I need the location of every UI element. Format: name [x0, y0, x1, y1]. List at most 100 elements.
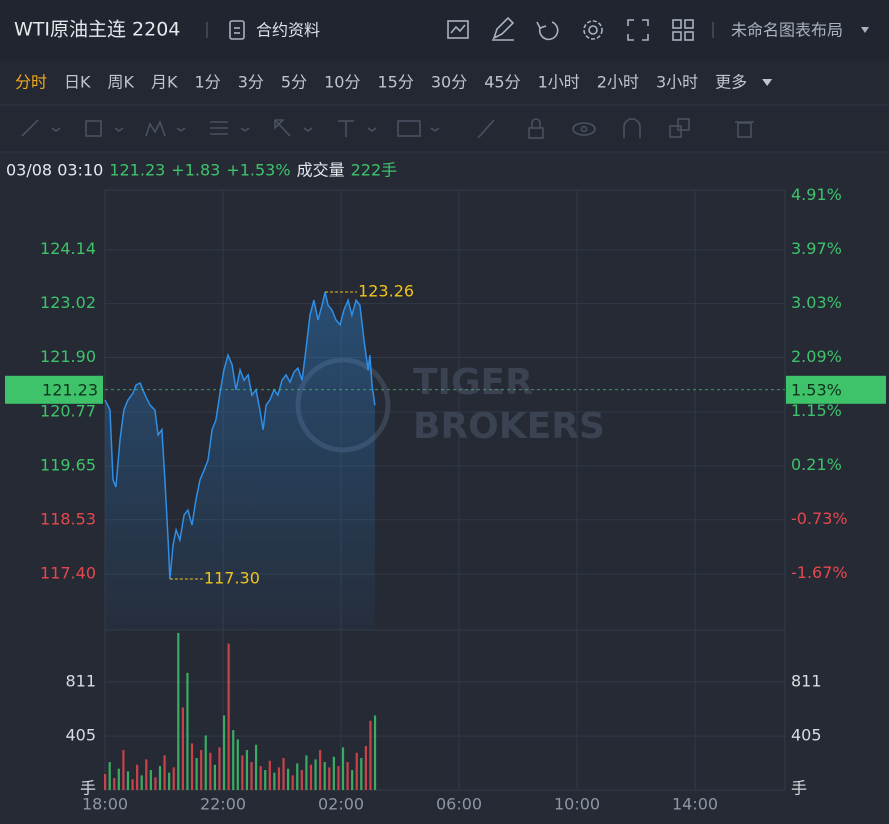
volume-bar [332, 756, 335, 790]
caret[interactable] [861, 27, 869, 33]
volume-tick-label: 405 [791, 726, 822, 745]
volume-bar [131, 779, 134, 790]
high-label: 123.26 [358, 282, 414, 301]
header-bar [0, 0, 889, 60]
volume-bar [309, 764, 313, 790]
volume-bar [264, 770, 267, 790]
volume-bar [122, 750, 125, 790]
volume-bar [136, 764, 139, 790]
volume-bar [369, 720, 372, 790]
info-change-pct: +1.53% [226, 161, 290, 180]
layout-name[interactable]: 未命名图表布局 [731, 21, 843, 40]
y2-tick-label: 3.97% [791, 239, 842, 258]
volume-bar [273, 772, 276, 790]
volume-bar [259, 766, 262, 790]
price-line [104, 291, 376, 580]
volume-bar [373, 715, 377, 790]
volume-bar [341, 747, 345, 790]
last-price-label: 121.23 [42, 380, 98, 399]
volume-bar [172, 767, 175, 790]
y-tick-label: 123.02 [40, 293, 96, 312]
x-tick-label: 18:00 [82, 795, 128, 814]
volume-bar [254, 744, 258, 790]
title: WTI原油主连 2204 [14, 19, 180, 41]
timeframe[interactable]: 10分 [324, 73, 360, 92]
timeframe[interactable]: 月K [151, 73, 178, 92]
timeframe[interactable]: 3分 [238, 73, 264, 92]
y-tick-label: 117.40 [40, 564, 96, 583]
tool-bar [0, 105, 889, 153]
volume-bar [149, 770, 152, 790]
timeframe-bar [0, 60, 889, 105]
x-tick-label: 14:00 [672, 795, 718, 814]
volume-bar [236, 739, 239, 790]
volume-bar [323, 762, 326, 790]
drawing-tools[interactable] [21, 118, 754, 139]
y2-tick-label: -1.67% [791, 563, 848, 582]
volume-unit: 手 [791, 779, 807, 798]
volume-tick-label: 405 [65, 726, 96, 745]
contract-info[interactable]: 合约资料 [256, 21, 320, 40]
volume-bar [158, 766, 162, 790]
volume-bar [181, 707, 184, 790]
volume-unit: 手 [80, 779, 96, 798]
timeframe[interactable]: 15分 [377, 73, 413, 92]
volume-bar [319, 750, 322, 790]
volume-tick-label: 811 [791, 672, 822, 691]
last-price-badge [5, 375, 103, 404]
volume-bar [250, 762, 253, 790]
volume-bar [113, 778, 116, 790]
volume-bar [104, 774, 107, 790]
volume-bar [154, 777, 157, 790]
last-pct-label: 1.53% [791, 380, 842, 399]
timeframes: 分时 日K 周K 月K 1分 3分 5分 10分 15分 30分 45分 1小时 2小时 3小时 更多 [15, 73, 773, 92]
timeframe[interactable]: 45分 [484, 73, 520, 92]
contract-info-button[interactable]: 合约资料 [229, 20, 320, 40]
info-time: 03/08 03:10 [6, 161, 103, 180]
volume-bar [355, 752, 358, 790]
volume-bar [204, 735, 207, 790]
watermark: TIGER [413, 362, 533, 403]
volume-bar [245, 750, 249, 790]
timeframe[interactable]: 周K [108, 73, 135, 92]
volume-bar [364, 746, 367, 790]
volume-bar [291, 775, 294, 790]
x-tick-label: 06:00 [436, 795, 482, 814]
volume-bar [145, 759, 148, 790]
volume-bar [195, 758, 198, 790]
volume-bar [314, 759, 317, 790]
volume-bar [126, 771, 130, 790]
volume-bar [227, 643, 230, 790]
y2-tick-label: 4.91% [791, 185, 842, 204]
timeframe[interactable]: 分时 [15, 73, 47, 92]
x-tick-label: 10:00 [554, 795, 600, 814]
volume-bar [177, 632, 180, 790]
volume-bar [190, 743, 194, 790]
volume-bar [117, 768, 120, 790]
volume-tick-label: 811 [65, 672, 96, 691]
timeframe[interactable]: 1小时 [538, 73, 580, 92]
timeframe[interactable]: 1分 [195, 73, 221, 92]
y-tick-label: 124.14 [40, 239, 96, 258]
timeframe[interactable]: 3小时 [656, 73, 698, 92]
info-price: 121.23 [109, 161, 165, 180]
volume-bar [305, 755, 308, 790]
timeframe[interactable]: 更多 [715, 73, 747, 92]
volume-bar [232, 730, 235, 790]
volume-bar [351, 770, 354, 790]
y2-tick-label: 0.21% [791, 455, 842, 474]
volume-bar [360, 758, 363, 790]
y2-tick-label: 3.03% [791, 293, 842, 312]
volume-bar [277, 767, 281, 790]
timeframe[interactable]: 5分 [281, 73, 307, 92]
volume-bar [300, 770, 303, 790]
header-icons[interactable] [447, 16, 694, 41]
timeframe[interactable]: 日K [64, 73, 91, 92]
caret[interactable] [762, 79, 773, 86]
last-pct-badge [786, 375, 886, 404]
timeframe[interactable]: 30分 [431, 73, 467, 92]
volume-bar [346, 762, 349, 790]
timeframe[interactable]: 2小时 [597, 73, 639, 92]
